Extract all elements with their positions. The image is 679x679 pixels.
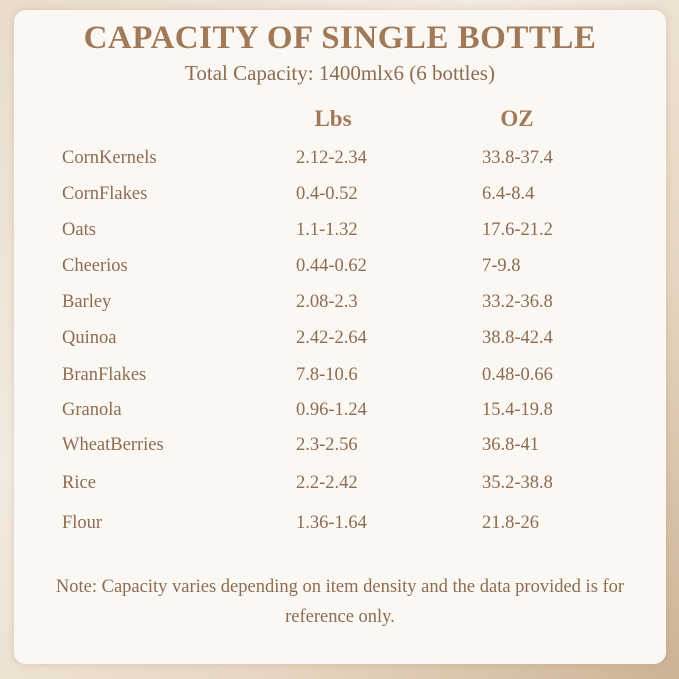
lbs-value: 1.1-1.32: [296, 220, 358, 240]
note: Note: Capacity varies depending on item …: [55, 577, 625, 627]
oz-value: 33.8-37.4: [482, 148, 553, 168]
item-name: Cheerios: [62, 256, 128, 276]
item-name: Granola: [62, 400, 122, 420]
lbs-value: 2.42-2.64: [296, 328, 367, 348]
item-name: BranFlakes: [62, 365, 147, 385]
oz-value: 38.8-42.4: [482, 328, 553, 348]
lbs-value: 2.08-2.3: [296, 292, 358, 312]
title: CAPACITY OF SINGLE BOTTLE: [83, 20, 597, 56]
lbs-value: 0.44-0.62: [296, 256, 367, 276]
oz-value: 36.8-41: [482, 435, 540, 455]
lbs-value: 0.96-1.24: [296, 400, 367, 420]
column-header: Lbs: [314, 106, 352, 131]
item-name: WheatBerries: [62, 435, 164, 455]
oz-value: 6.4-8.4: [482, 184, 535, 204]
item-name: Rice: [62, 473, 96, 493]
oz-value: 35.2-38.8: [482, 473, 553, 493]
lbs-value: 0.4-0.52: [296, 184, 358, 204]
lbs-value: 2.2-2.42: [296, 473, 358, 493]
lbs-value: 7.8-10.6: [296, 365, 358, 385]
oz-value: 33.2-36.8: [482, 292, 553, 312]
oz-value: 21.8-26: [482, 513, 540, 533]
lbs-value: 2.12-2.34: [296, 148, 367, 168]
item-name: CornKernels: [62, 148, 157, 168]
oz-value: 0.48-0.66: [482, 365, 553, 385]
oz-value: 15.4-19.8: [482, 400, 553, 420]
oz-value: 17.6-21.2: [482, 220, 553, 240]
item-name: Barley: [62, 292, 112, 312]
subtitle: Total Capacity: 1400mlx6 (6 bottles): [185, 61, 495, 85]
column-header: OZ: [500, 106, 534, 131]
card: CAPACITY OF SINGLE BOTTLE Total Capacity…: [14, 10, 666, 664]
lbs-value: 2.3-2.56: [296, 435, 358, 455]
item-name: CornFlakes: [62, 184, 148, 204]
item-name: Flour: [62, 513, 103, 533]
oz-value: 7-9.8: [482, 256, 521, 276]
item-name: Quinoa: [62, 328, 117, 348]
item-name: Oats: [62, 220, 96, 240]
lbs-value: 1.36-1.64: [296, 513, 367, 533]
